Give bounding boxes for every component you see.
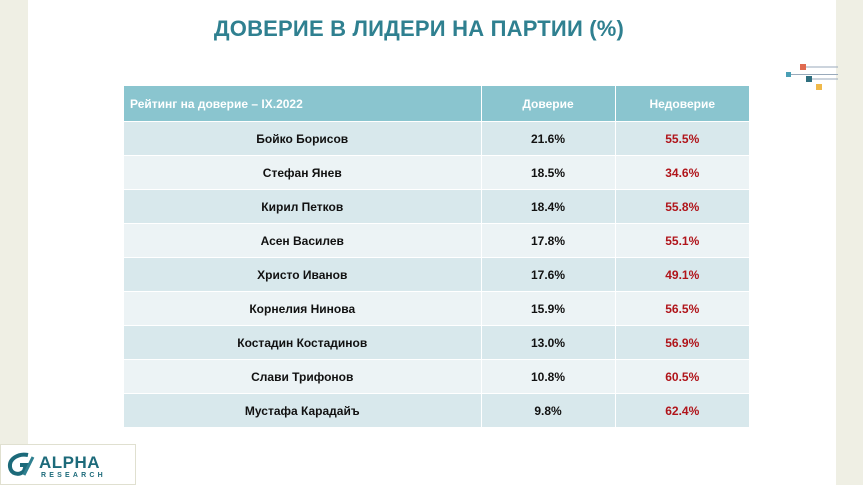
leader-name: Корнелия Нинова [124,291,482,326]
table-row: Бойко Борисов 21.6% 55.5% [124,121,749,156]
table-row: Кирил Петков 18.4% 55.8% [124,189,749,224]
trust-value: 15.9% [481,291,616,326]
column-header-trust: Доверие [481,86,616,122]
distrust-value: 60.5% [615,359,749,394]
trust-value: 18.5% [481,155,616,190]
trust-value: 13.0% [481,325,616,360]
logo-subtitle: RESEARCH [41,472,106,479]
decorative-lines-icon [786,64,838,90]
page-title: ДОВЕРИЕ В ЛИДЕРИ НА ПАРТИИ (%) [213,16,625,41]
table-row: Стефан Янев 18.5% 34.6% [124,155,749,190]
table-row: Костадин Костадинов 13.0% 56.9% [124,325,749,360]
trust-value: 17.8% [481,223,616,258]
distrust-value: 49.1% [615,257,749,292]
leader-name: Бойко Борисов [124,121,482,156]
leader-name: Слави Трифонов [124,359,482,394]
table-row: Мустафа Карадайъ 9.8% 62.4% [124,393,749,427]
distrust-value: 62.4% [615,393,749,427]
table-header-row: Рейтинг на доверие – IX.2022 Доверие Нед… [124,86,749,122]
trust-value: 10.8% [481,359,616,394]
leader-name: Мустафа Карадайъ [124,393,482,427]
leader-name: Костадин Костадинов [124,325,482,360]
table-row: Христо Иванов 17.6% 49.1% [124,257,749,292]
trust-value: 18.4% [481,189,616,224]
trust-value: 21.6% [481,121,616,156]
logo-word: ALPHA [39,453,101,472]
alpha-research-logo: ALPHA RESEARCH [0,444,136,485]
distrust-value: 55.5% [615,121,749,156]
distrust-value: 55.8% [615,189,749,224]
table-row: Слави Трифонов 10.8% 60.5% [124,359,749,394]
distrust-value: 56.5% [615,291,749,326]
table-row: Асен Василев 17.8% 55.1% [124,223,749,258]
distrust-value: 55.1% [615,223,749,258]
trust-value: 17.6% [481,257,616,292]
leader-name: Асен Василев [124,223,482,258]
trust-value: 9.8% [481,393,616,427]
column-header-rating: Рейтинг на доверие – IX.2022 [124,86,482,122]
leader-name: Христо Иванов [124,257,482,292]
table-row: Корнелия Нинова 15.9% 56.5% [124,291,749,326]
column-header-distrust: Недоверие [615,86,749,122]
distrust-value: 56.9% [615,325,749,360]
distrust-value: 34.6% [615,155,749,190]
leader-name: Стефан Янев [124,155,482,190]
leader-name: Кирил Петков [124,189,482,224]
trust-rating-table: Рейтинг на доверие – IX.2022 Доверие Нед… [124,86,749,427]
alpha-logo-icon [7,452,35,476]
